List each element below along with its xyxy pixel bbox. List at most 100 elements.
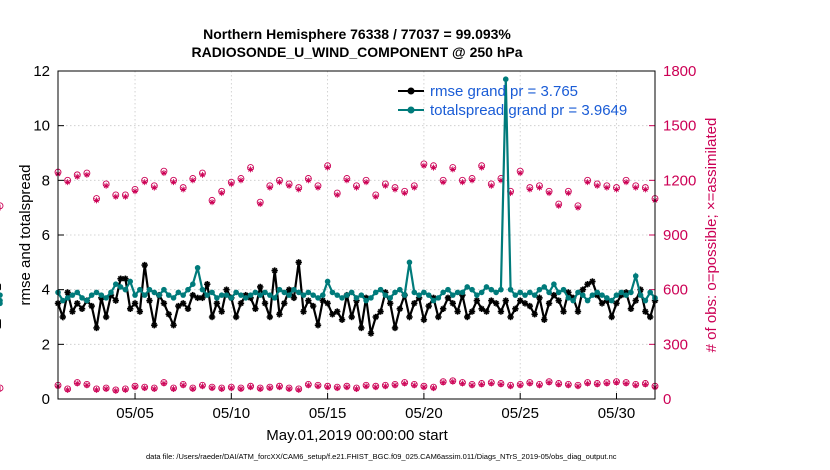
obs-assimilated-marker [353, 184, 360, 191]
obs-assimilated-marker-stroke [556, 203, 562, 209]
obs-assimilated-low-marker [440, 379, 447, 386]
spread-point [88, 292, 95, 298]
spread-point [599, 292, 605, 298]
obs-assimilated-low-marker-stroke [103, 386, 109, 392]
spread-point [387, 295, 394, 301]
obs-assimilated-marker [180, 186, 187, 193]
obs-assimilated-low-marker [266, 385, 273, 392]
rmse-point-stroke [305, 297, 312, 304]
rmse-point-stroke [93, 325, 100, 331]
obs-assimilated-low-marker-stroke [209, 385, 215, 391]
spread-point [194, 265, 201, 271]
obs-assimilated-marker [372, 193, 379, 200]
rmse-point-stroke [271, 267, 278, 274]
obs-assimilated-low-marker [603, 380, 610, 387]
obs-assimilated-marker-stroke [411, 185, 417, 191]
obs-assimilated-marker-stroke [180, 187, 186, 192]
obs-assimilated-marker-stroke [488, 183, 494, 189]
rmse-point [608, 313, 615, 321]
spread-point [267, 292, 273, 298]
obs-assimilated-marker-stroke [585, 179, 591, 185]
rmse-point-stroke [541, 316, 548, 323]
rmse-point-stroke [507, 314, 514, 320]
obs-assimilated-marker-stroke [315, 185, 321, 191]
obs-assimilated-low-marker-stroke [585, 381, 591, 386]
rmse-point [584, 281, 591, 288]
rmse-point [560, 308, 567, 315]
x-tick-label: 05/05 [116, 405, 154, 422]
obs-assimilated-marker-stroke [460, 179, 465, 185]
obs-assimilated-marker [392, 186, 399, 193]
obs-assimilated-low-marker [237, 385, 244, 392]
obs-assimilated-marker-stroke [286, 183, 292, 189]
rmse-point [531, 311, 538, 318]
spread-point [401, 292, 408, 298]
obs-assimilated-marker [526, 186, 533, 193]
spread-point [392, 289, 398, 296]
spread-point [324, 278, 331, 285]
obs-assimilated-low-marker [642, 381, 649, 388]
rmse-point-stroke [151, 322, 158, 329]
rmse-point-stroke [397, 305, 403, 312]
rmse-point [545, 300, 553, 307]
rmse-point-stroke [575, 308, 581, 315]
spread-point [604, 295, 610, 301]
obs-assimilated-marker-stroke [200, 172, 205, 178]
obs-assimilated-marker-stroke [113, 194, 119, 200]
obs-assimilated-low-marker-stroke [565, 382, 571, 388]
spread-point [445, 286, 451, 293]
spread-point [348, 289, 355, 296]
rmse-point [208, 313, 216, 321]
spread-point [180, 292, 186, 298]
obs-assimilated-low-marker [469, 382, 476, 389]
rmse-point-stroke [584, 281, 591, 288]
spread-point [632, 273, 639, 279]
obs-assimilated-marker [132, 188, 139, 195]
spread-point [584, 297, 591, 304]
obs-assimilated-marker-stroke [392, 187, 398, 192]
obs-assimilated-marker-stroke [132, 188, 138, 194]
obs-assimilated-low-marker-stroke [363, 383, 369, 389]
y-tick-label-left: 10 [33, 118, 50, 135]
spread-point [363, 297, 369, 304]
obs-assimilated-marker [574, 204, 581, 211]
obs-assimilated-low-marker [103, 385, 110, 392]
rmse-point-stroke [64, 289, 71, 296]
y-tick-label-left: 2 [42, 336, 50, 353]
spread-point [440, 289, 446, 296]
obs-assimilated-low-marker [170, 385, 177, 392]
rmse-point [232, 313, 240, 321]
obs-assimilated-low-marker [314, 383, 321, 390]
rmse-point [127, 305, 134, 312]
obs-assimilated-low-marker [526, 380, 533, 387]
rmse-point-stroke [257, 284, 264, 290]
obs-assimilated-marker [459, 179, 466, 186]
spread-point [117, 284, 124, 290]
rmse-point-stroke [372, 314, 379, 320]
obs-assimilated-low-marker-stroke [257, 386, 263, 392]
spread-point [199, 286, 206, 293]
rmse-point-stroke [161, 300, 167, 307]
rmse-point [387, 300, 394, 307]
obs-assimilated-marker-stroke [325, 165, 331, 170]
obs-assimilated-marker-stroke [440, 179, 446, 185]
obs-assimilated-low-marker [517, 382, 524, 389]
y-tick-label-right: 0 [663, 391, 671, 408]
spread-point [112, 281, 119, 288]
obs-assimilated-low-marker [497, 381, 504, 388]
rmse-point [627, 305, 635, 312]
rmse-point-stroke [170, 322, 177, 329]
rmse-point-stroke [435, 314, 442, 320]
obs-assimilated-low-marker-stroke [556, 382, 562, 387]
rmse-point [78, 305, 86, 312]
x-tick-label: 05/30 [598, 405, 636, 422]
rmse-point [372, 313, 379, 321]
rmse-point [478, 305, 485, 312]
rmse-point-stroke [112, 297, 119, 304]
obs-assimilated-marker-stroke [267, 185, 273, 191]
obs-assimilated-marker-stroke [614, 187, 619, 192]
y-tick-label-left: 8 [42, 172, 50, 189]
obs-assimilated-low-marker [83, 382, 90, 389]
spread-point [493, 289, 499, 296]
